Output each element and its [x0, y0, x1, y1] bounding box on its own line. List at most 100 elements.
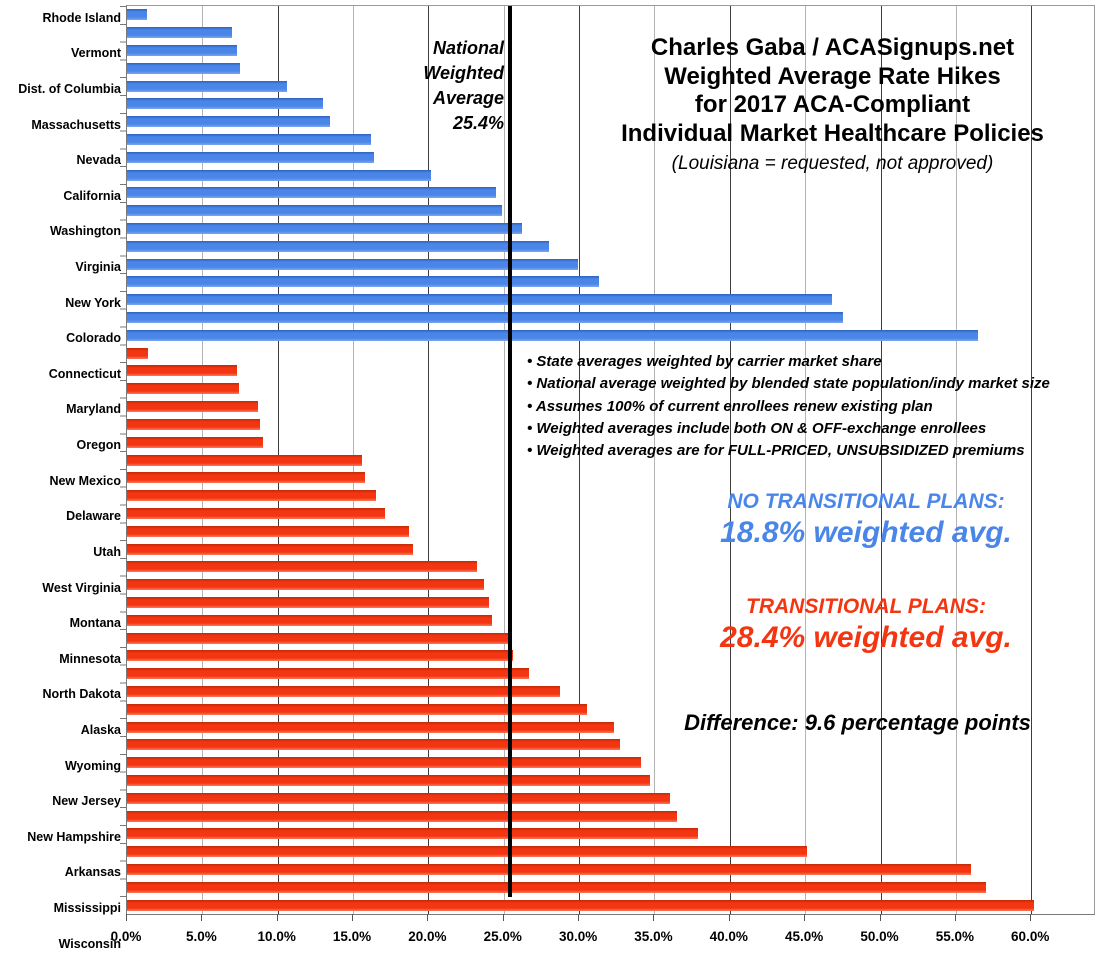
bar-row: Maryland [66, 205, 1094, 415]
title-note: (Louisiana = requested, not approved) [671, 153, 994, 174]
bar-row: Illinois [127, 846, 1094, 858]
x-tick-label: 15.0% [332, 929, 372, 944]
bar-row: Florida [127, 543, 1094, 555]
x-tick [502, 914, 504, 921]
y-axis-ticks [120, 6, 127, 914]
note-bullet-3: • Assumes 100% of current enrollees rene… [527, 397, 933, 415]
state-label: New York [65, 295, 121, 310]
state-label: North Dakota [42, 687, 121, 702]
state-label: Minnesota [59, 651, 121, 666]
bar-row: Kansas [127, 810, 1094, 822]
bar-minnesota [127, 329, 979, 341]
bar-colorado [127, 169, 432, 181]
transitional-heading: TRANSITIONAL PLANS: [746, 595, 986, 618]
bar-row: New Hampshire [27, 418, 1094, 843]
bar-new-york [127, 151, 375, 163]
bar-row: Texas [127, 757, 1094, 769]
no-transitional-annotation: NO TRANSITIONAL PLANS: 18.8% weighted av… [640, 489, 1092, 551]
bar-row: Hawaii [127, 703, 1094, 715]
bar-row: Virginia [75, 134, 1094, 273]
bar-row: Connecticut [49, 187, 1094, 380]
bar-row: New Jersey [52, 401, 1094, 807]
bar-arkansas [127, 436, 263, 448]
state-label: Wisconsin [58, 936, 121, 951]
bar-new-hampshire [127, 418, 260, 430]
bar-row: Iowa [127, 685, 1094, 697]
state-label: Arkansas [64, 865, 121, 880]
bar-row: Delaware [66, 258, 1094, 522]
bar-west-virginia [127, 294, 833, 306]
bar-row: South Carolina [127, 650, 1094, 662]
bar-illinois [127, 846, 807, 858]
bar-row: Nevada [77, 80, 1094, 166]
state-label: New Jersey [52, 794, 121, 809]
national-average-value: 25.4% [452, 113, 504, 133]
x-tick [1030, 914, 1032, 921]
bar-row: Arkansas [65, 436, 1094, 878]
title-line-2: Weighted Average Rate Hikes [664, 62, 1001, 90]
bar-south-carolina [127, 650, 513, 662]
gridline-20 [428, 6, 430, 914]
bar-row: Nebraska [127, 774, 1094, 786]
bar-row: Georgia [127, 739, 1094, 751]
methodology-notes: • State averages weighted by carrier mar… [527, 351, 1100, 462]
x-tick-label: 25.0% [483, 929, 522, 944]
state-label: Oregon [76, 438, 121, 453]
gridline-60 [1031, 6, 1033, 914]
title-line-1: Charles Gaba / ACASignups.net [650, 34, 1015, 61]
bar-louisiana [127, 668, 530, 680]
bar-row: West Virginia [42, 294, 1094, 594]
bar-indiana [127, 525, 409, 537]
gridline-40 [729, 6, 731, 914]
state-label: Colorado [66, 331, 121, 346]
x-tick [126, 914, 127, 921]
note-bullet-2: • National average weighted by blended s… [527, 375, 1050, 393]
bar-row: Idaho [127, 579, 1094, 591]
state-label: Virginia [75, 260, 121, 275]
x-tick [578, 914, 580, 921]
gridline-45 [805, 6, 807, 914]
bar-row: Oregon [77, 223, 1094, 451]
bar-row: Indiana [127, 525, 1094, 537]
difference-note: Difference: 9.6 percentage points [684, 710, 1031, 735]
chart-title: Charles Gaba / ACASignups.net Weighted A… [565, 34, 1100, 179]
bar-row: Arizona [127, 881, 1094, 893]
national-average-line2: Weighted [423, 63, 504, 83]
bar-idaho [127, 579, 485, 591]
x-tick-label: 10.0% [257, 929, 296, 944]
bar-new-jersey [127, 401, 259, 413]
bar-california [127, 98, 323, 110]
bar-hawaii [127, 703, 587, 715]
state-label: Vermont [70, 46, 121, 61]
x-tick-label: 45.0% [785, 929, 824, 944]
x-tick [352, 914, 354, 921]
bar-row: Alabama [127, 792, 1094, 804]
national-average-line1: National [432, 38, 504, 58]
bar-row: Pennsylvania [127, 721, 1094, 733]
bar-florida [127, 543, 414, 555]
state-label: Nevada [76, 153, 121, 168]
no-transitional-heading: NO TRANSITIONAL PLANS: [727, 490, 1005, 513]
note-bullet-5: • Weighted averages are for FULL-PRICED,… [527, 442, 1025, 460]
state-label: Maryland [66, 402, 121, 417]
bar-texas [127, 757, 641, 769]
bar-row: Colorado [66, 169, 1094, 344]
bar-row: Mississippi [54, 454, 1094, 914]
bar-tennessee [127, 863, 971, 875]
state-label: Delaware [66, 509, 121, 524]
x-tick [728, 914, 730, 921]
bar-new-mexico [127, 240, 549, 252]
x-tick [879, 914, 881, 921]
state-label: California [63, 188, 121, 203]
bar-montana [127, 312, 843, 324]
bar-maine [127, 561, 477, 573]
x-tick-label: 35.0% [634, 929, 673, 944]
note-bullet-1: • State averages weighted by carrier mar… [527, 353, 882, 370]
x-tick-label: 50.0% [860, 929, 899, 944]
bar-row: Wyoming [65, 383, 1094, 772]
bar-dist-of-columbia [127, 45, 237, 56]
state-label: Dist. of Columbia [18, 82, 121, 96]
note-bullet-4: • Weighted averages include both ON & OF… [527, 419, 987, 437]
bar-row: Alaska [81, 365, 1094, 736]
bar-row: Vermont [71, 27, 1094, 59]
